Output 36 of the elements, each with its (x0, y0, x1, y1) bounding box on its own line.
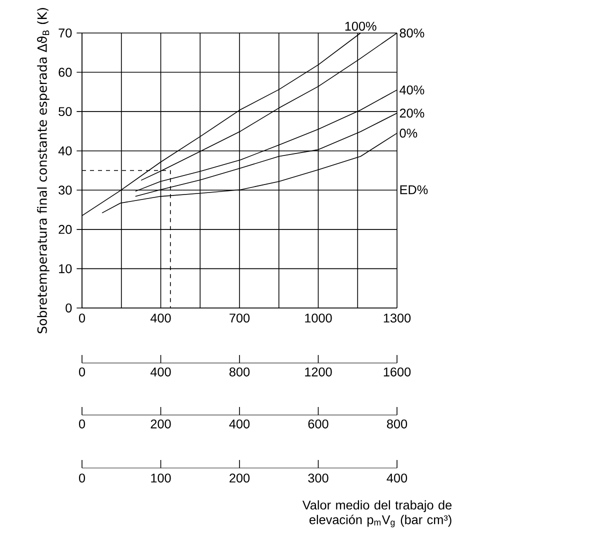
y-tick-label: 30 (58, 186, 72, 195)
text: 200 (230, 474, 250, 483)
x2-tick-label: 200 (150, 419, 171, 428)
x-tick-label: 1600 (384, 367, 411, 376)
x2-tick-label: 0 (78, 419, 86, 428)
x2-tick-label: 800 (386, 419, 408, 428)
series-label: 100% (345, 22, 376, 31)
text: ED% (400, 185, 428, 194)
text: 400 (150, 314, 171, 323)
y-tick-label: 20 (58, 224, 72, 234)
text: 700 (230, 314, 250, 323)
text: 0 (78, 474, 86, 483)
x-tick-label: 800 (229, 367, 250, 376)
text: 1000 (305, 314, 332, 323)
y-tick-label: 10 (59, 264, 72, 274)
series-label: 0% (400, 128, 418, 138)
text: 1300 (384, 314, 411, 323)
y-axis-title: Sobretemperatura final constante esperada Δϑ$_{B}$ (K) (37, 8, 50, 334)
x-tick-label: 400 (150, 367, 171, 376)
y-tick-label: 70 (58, 28, 72, 38)
y-tick-label: 60 (58, 68, 72, 77)
text: 100 (151, 474, 171, 483)
y-tick-label: 50 (58, 107, 72, 116)
series-label: 40% (400, 85, 424, 94)
x2-tick-label: 600 (308, 419, 328, 428)
text: 0 (78, 314, 86, 323)
y-tick-label: 40 (58, 146, 72, 156)
text: 400 (386, 474, 408, 483)
text: Valor medio del trabajo de elevación p$_{m}$V$_{g}$ (bar cm³) (302, 500, 452, 528)
x-tick-label: 1200 (305, 367, 332, 376)
y-tick-label: 0 (66, 304, 72, 312)
series-label: 20% (400, 108, 424, 118)
text: 300 (308, 474, 328, 483)
x-tick-label: 0 (78, 367, 86, 376)
x2-tick-label: 400 (229, 419, 250, 428)
series-label: 80% (400, 28, 424, 38)
